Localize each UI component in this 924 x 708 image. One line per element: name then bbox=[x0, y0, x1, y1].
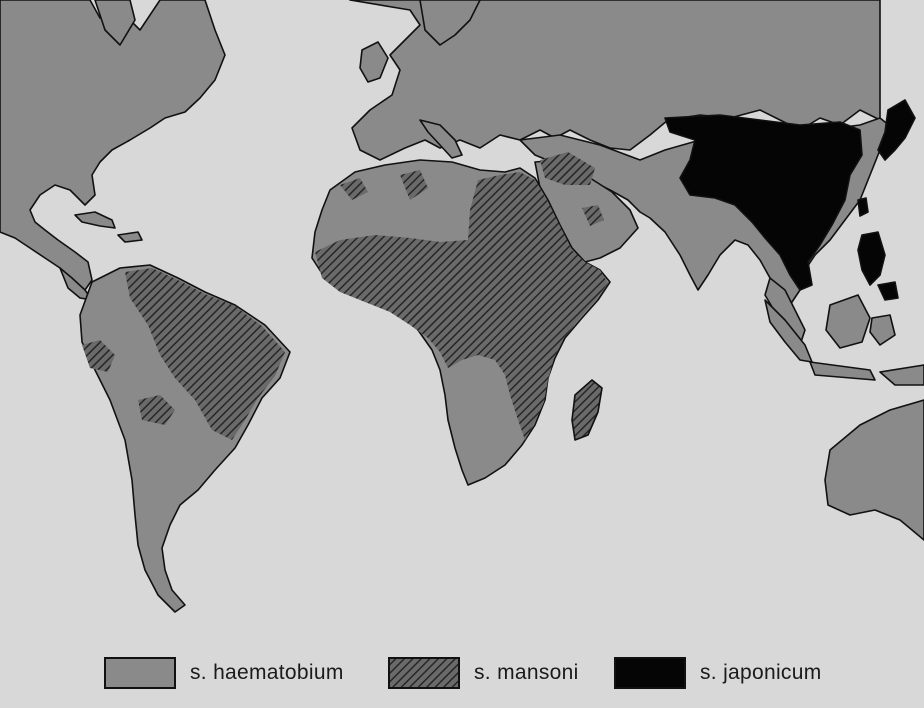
scandinavia bbox=[419, 0, 481, 46]
world-map-svg bbox=[0, 0, 924, 613]
java bbox=[809, 361, 876, 381]
australia bbox=[824, 399, 924, 541]
south-america-mansoni-west bbox=[82, 340, 115, 372]
legend-item-mansoni: s. mansoni bbox=[388, 656, 579, 690]
south-america-mansoni bbox=[125, 268, 285, 440]
arabia-mansoni bbox=[582, 205, 604, 226]
japan bbox=[877, 99, 916, 161]
egypt-nile-mansoni bbox=[400, 170, 428, 200]
legend-swatch-haematobium bbox=[104, 657, 176, 689]
south-america-mansoni-south bbox=[138, 395, 175, 425]
africa-mansoni bbox=[315, 172, 608, 440]
hispaniola bbox=[117, 231, 143, 243]
legend-label-haematobium: s. haematobium bbox=[190, 661, 344, 684]
italy bbox=[419, 119, 463, 159]
north-africa-mansoni bbox=[340, 178, 368, 200]
legend-label-mansoni: s. mansoni bbox=[474, 661, 579, 684]
middle-east-mansoni bbox=[540, 152, 595, 185]
canada-island bbox=[94, 0, 136, 46]
legend-item-haematobium: s. haematobium bbox=[104, 656, 344, 690]
british-isles bbox=[359, 41, 389, 83]
philippines bbox=[857, 231, 886, 286]
legend-label-japonicum: s. japonicum bbox=[700, 661, 822, 684]
east-asia-japonicum bbox=[664, 114, 863, 291]
legend: s. haematobium s. mansoni s. japonicum bbox=[0, 640, 924, 708]
new-guinea bbox=[879, 364, 924, 386]
cuba bbox=[74, 211, 116, 229]
sumatra bbox=[764, 299, 813, 363]
sulawesi bbox=[869, 314, 896, 346]
taiwan bbox=[857, 197, 869, 217]
legend-swatch-japonicum bbox=[614, 657, 686, 689]
madagascar bbox=[571, 379, 603, 441]
philippines-south bbox=[877, 281, 899, 301]
legend-item-japonicum: s. japonicum bbox=[614, 656, 822, 690]
legend-swatch-mansoni bbox=[388, 657, 460, 689]
borneo bbox=[825, 294, 871, 349]
